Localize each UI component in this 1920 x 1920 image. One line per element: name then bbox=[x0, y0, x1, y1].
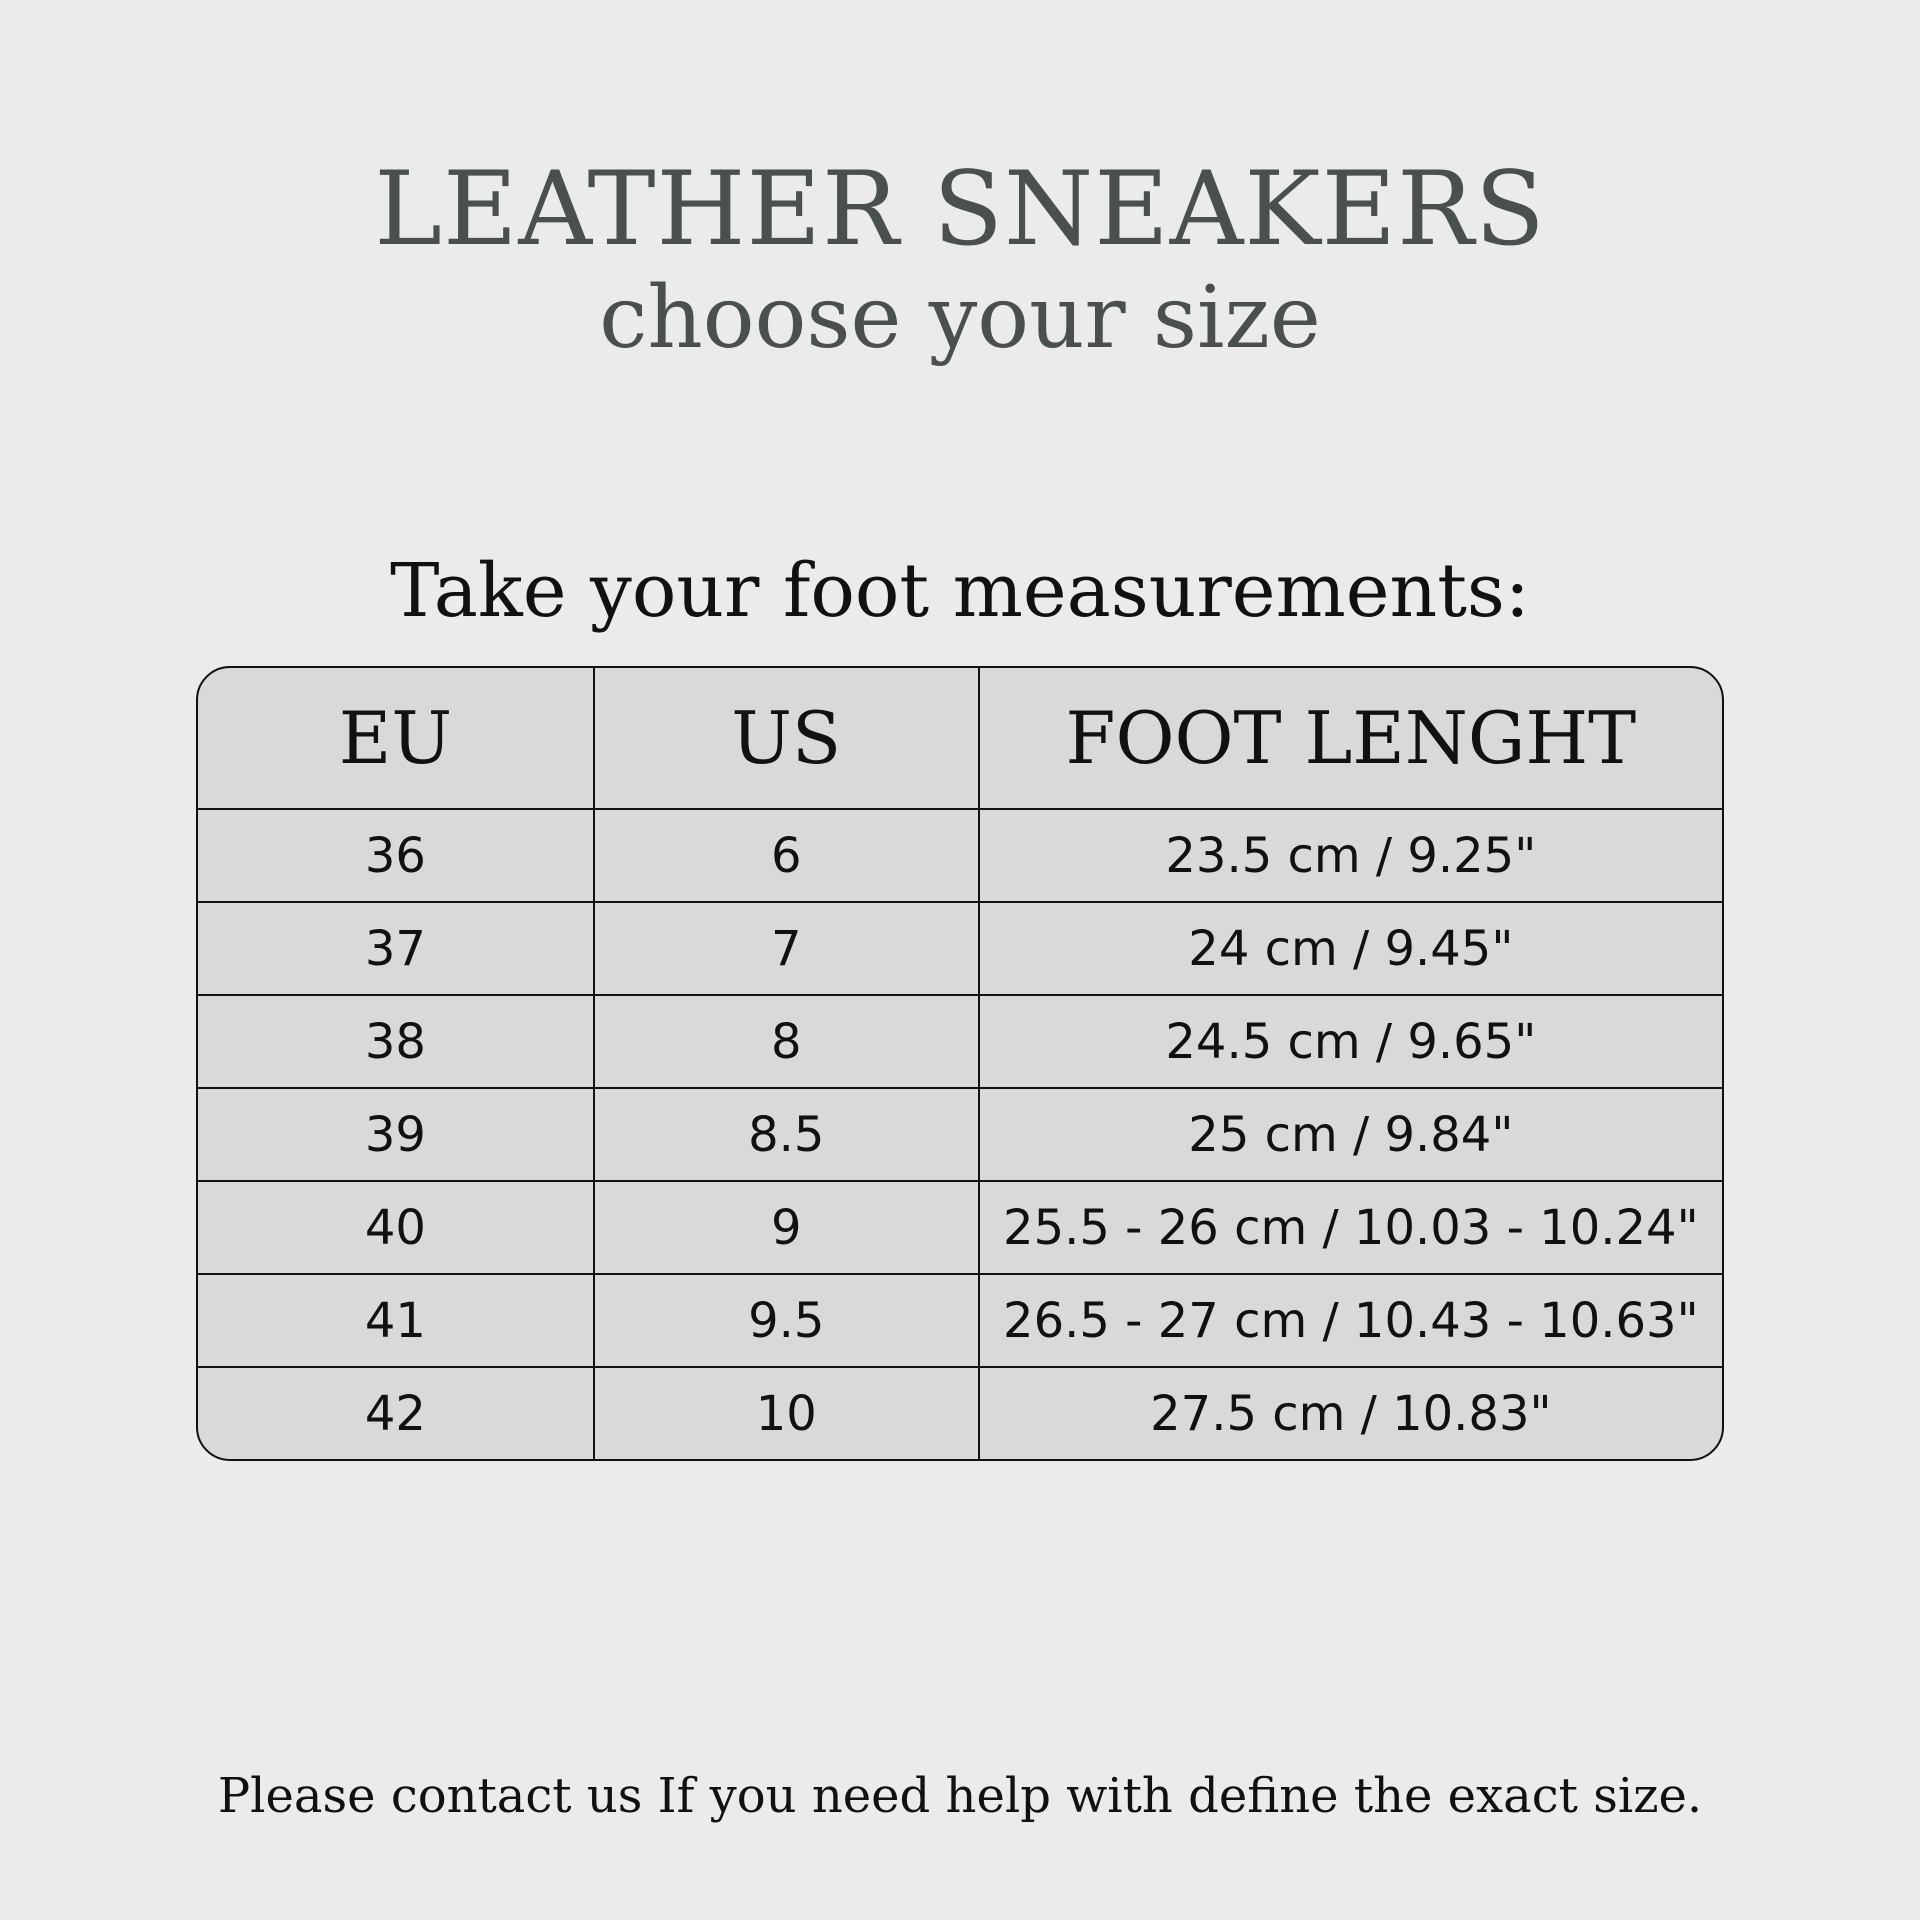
foot-length-cell: 24 cm / 9.45" bbox=[979, 903, 1722, 996]
header-us: US bbox=[594, 668, 980, 810]
us-size-cell: 10 bbox=[595, 1368, 980, 1459]
eu-size-cell: 42 bbox=[198, 1368, 595, 1459]
eu-size-cell: 38 bbox=[198, 996, 595, 1089]
table-row: 39 8.5 25 cm / 9.84" bbox=[198, 1089, 1722, 1182]
foot-length-cell: 24.5 cm / 9.65" bbox=[979, 996, 1722, 1089]
foot-length-cell: 25.5 - 26 cm / 10.03 - 10.24" bbox=[979, 1182, 1722, 1275]
us-size-cell: 9 bbox=[594, 1182, 980, 1275]
footer-note: Please contact us If you need help with … bbox=[217, 1768, 1703, 1824]
eu-size-cell: 36 bbox=[198, 810, 595, 903]
table-row: 40 9 25.5 - 26 cm / 10.03 - 10.24" bbox=[198, 1182, 1722, 1275]
table-row: 38 8 24.5 cm / 9.65" bbox=[198, 996, 1722, 1089]
instruction-heading: Take your foot measurements: bbox=[390, 548, 1530, 634]
us-size-cell: 8 bbox=[594, 996, 980, 1089]
eu-size-cell: 37 bbox=[198, 903, 595, 996]
table-row: 36 6 23.5 cm / 9.25" bbox=[198, 810, 1722, 903]
eu-size-cell: 41 bbox=[198, 1275, 595, 1368]
us-size-cell: 6 bbox=[594, 810, 980, 903]
us-size-cell: 9.5 bbox=[594, 1275, 980, 1368]
foot-length-cell: 27.5 cm / 10.83" bbox=[1150, 1385, 1552, 1442]
eu-size-cell: 39 bbox=[198, 1089, 595, 1182]
foot-length-cell: 23.5 cm / 9.25" bbox=[979, 810, 1722, 903]
foot-length-cell: 26.5 - 27 cm / 10.43 - 10.63" bbox=[979, 1275, 1722, 1368]
page-subtitle: choose your size bbox=[599, 268, 1321, 368]
us-size-cell: 8.5 bbox=[594, 1089, 980, 1182]
page-title: LEATHER SNEAKERS bbox=[374, 150, 1546, 269]
table-row: 37 7 24 cm / 9.45" bbox=[198, 903, 1722, 996]
us-size-cell: 7 bbox=[594, 903, 980, 996]
foot-length-cell: 25 cm / 9.84" bbox=[979, 1089, 1722, 1182]
table-row: 42 10 27.5 cm / 10.83" bbox=[198, 1368, 1722, 1459]
header-foot-length: FOOT LENGHT bbox=[979, 668, 1722, 810]
table-header-row: EU US FOOT LENGHT bbox=[198, 668, 1722, 810]
table-row: 41 9.5 26.5 - 27 cm / 10.43 - 10.63" bbox=[198, 1275, 1722, 1368]
eu-size-cell: 40 bbox=[198, 1182, 595, 1275]
size-table: EU US FOOT LENGHT 36 6 23.5 cm / 9.25" 37 7 2… bbox=[196, 666, 1724, 1461]
header-eu: EU bbox=[198, 668, 595, 810]
